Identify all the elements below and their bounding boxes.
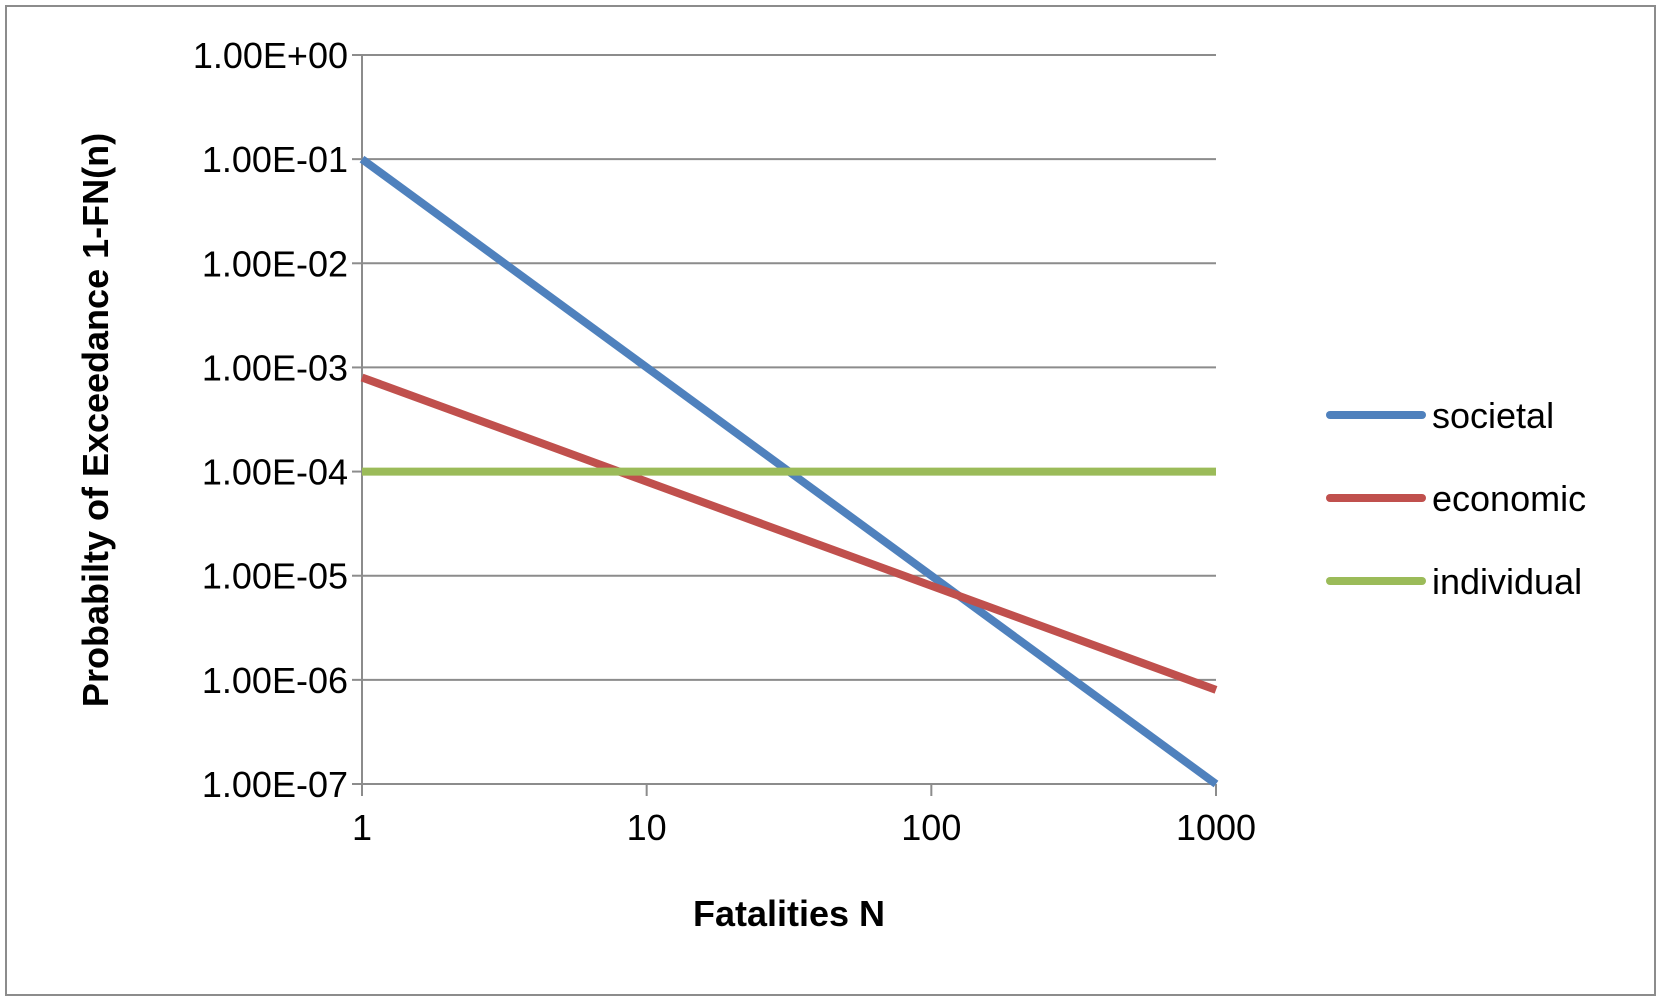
data-series bbox=[359, 155, 1219, 788]
y-tick-label-5: 1.00E-05 bbox=[202, 556, 348, 597]
y-tick-label-7: 1.00E-07 bbox=[202, 764, 348, 805]
axes bbox=[361, 55, 1216, 785]
y-tick-label-0: 1.00E+00 bbox=[193, 35, 348, 76]
y-tick-label-3: 1.00E-03 bbox=[202, 347, 348, 388]
y-tick-label-1: 1.00E-01 bbox=[202, 139, 348, 180]
y-tick-label-6: 1.00E-06 bbox=[202, 660, 348, 701]
legend-label-economic: economic bbox=[1432, 478, 1586, 519]
series-line-economic bbox=[360, 373, 1218, 694]
y-tick-label-4: 1.00E-04 bbox=[202, 452, 348, 493]
legend-label-individual: individual bbox=[1432, 561, 1582, 602]
x-tick-label-3: 1000 bbox=[1176, 807, 1256, 848]
legend-label-societal: societal bbox=[1432, 395, 1554, 436]
x-axis-title: Fatalities N bbox=[693, 893, 885, 934]
y-axis-title: Probabilty of Exceedance 1-FN(n) bbox=[75, 133, 116, 707]
x-tick-labels: 1 10 100 1000 bbox=[352, 807, 1256, 848]
legend: societal economic individual bbox=[1326, 395, 1586, 602]
x-tick-label-2: 100 bbox=[901, 807, 961, 848]
x-tick-label-1: 10 bbox=[627, 807, 667, 848]
x-tick-label-0: 1 bbox=[352, 807, 372, 848]
y-tick-labels: 1.00E+00 1.00E-01 1.00E-02 1.00E-03 1.00E-04… bbox=[193, 35, 348, 805]
y-tick-label-2: 1.00E-02 bbox=[202, 243, 348, 284]
